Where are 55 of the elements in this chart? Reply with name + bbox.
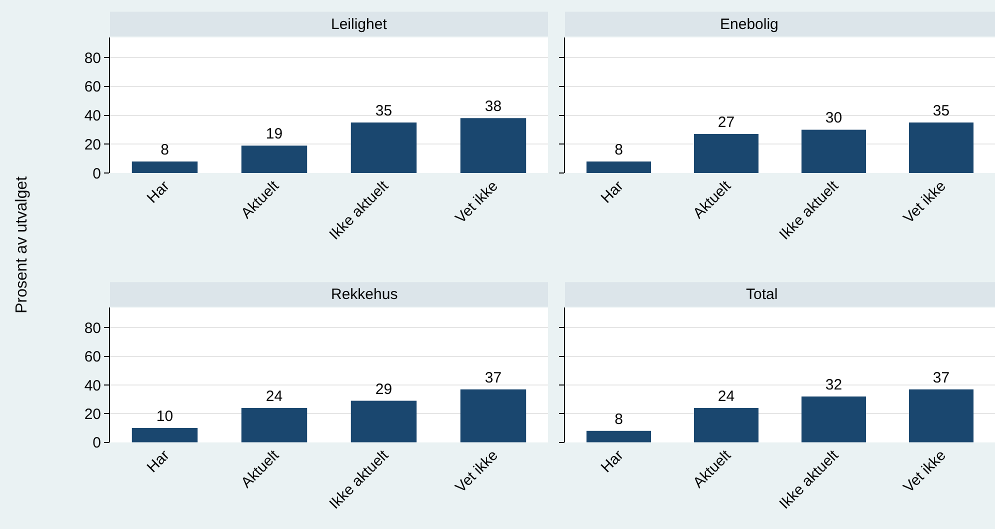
- y-tick-label: 40: [84, 377, 101, 394]
- data-label: 35: [932, 102, 950, 120]
- y-tick-label: 60: [84, 348, 101, 366]
- bar: [460, 118, 526, 174]
- bar: [586, 161, 651, 174]
- data-label: 29: [375, 380, 392, 398]
- y-tick-label: 40: [84, 108, 101, 125]
- y-tick-label: 80: [84, 50, 101, 67]
- data-label: 19: [266, 126, 283, 143]
- data-label: 10: [156, 408, 174, 426]
- data-label: 8: [614, 410, 623, 428]
- y-tick-label: 20: [84, 406, 101, 423]
- y-tick-label: 80: [84, 320, 101, 337]
- bar: [909, 122, 974, 174]
- data-label: 24: [266, 388, 283, 405]
- data-label: 38: [484, 98, 502, 116]
- data-label: 8: [160, 141, 169, 158]
- y-tick-label: 0: [92, 434, 101, 452]
- data-label: 35: [375, 102, 392, 120]
- data-label: 37: [932, 369, 950, 386]
- bar: [802, 396, 866, 442]
- x-tick-label: Vet ikke: [452, 178, 502, 227]
- bar: [802, 130, 866, 174]
- bar: [132, 428, 198, 442]
- x-tick-label: Har: [144, 178, 173, 207]
- x-tick-label: Vet ikke: [452, 446, 502, 496]
- data-label: 32: [825, 376, 842, 394]
- x-tick-label: Vet ikke: [900, 178, 950, 227]
- bar: [694, 408, 758, 442]
- bar: [460, 389, 526, 442]
- bar: [350, 400, 417, 442]
- bar: [241, 408, 308, 442]
- data-label: 24: [718, 388, 735, 405]
- bar: [132, 161, 198, 174]
- x-tick-label: Har: [144, 446, 173, 476]
- bar: [350, 122, 417, 174]
- y-tick-label: 20: [84, 136, 101, 154]
- x-tick-label: Har: [598, 178, 627, 207]
- bar: [909, 389, 974, 442]
- bar: [241, 146, 308, 174]
- chart-title: Enebolig: [720, 16, 778, 33]
- data-label: 37: [484, 369, 502, 386]
- data-label: 8: [614, 141, 623, 158]
- data-label: 30: [825, 110, 842, 127]
- chart-title: Leilighet: [331, 16, 388, 33]
- chart-title: Rekkehus: [331, 286, 398, 303]
- y-tick-label: 60: [84, 78, 101, 96]
- bar: [586, 430, 651, 442]
- y-axis-title: Prosent av utvalget: [14, 176, 31, 314]
- bar: [694, 134, 758, 174]
- x-tick-label: Vet ikke: [900, 446, 950, 496]
- data-label: 27: [718, 114, 735, 132]
- y-tick-label: 0: [92, 165, 101, 182]
- x-tick-label: Har: [598, 446, 627, 476]
- chart-title: Total: [746, 286, 778, 303]
